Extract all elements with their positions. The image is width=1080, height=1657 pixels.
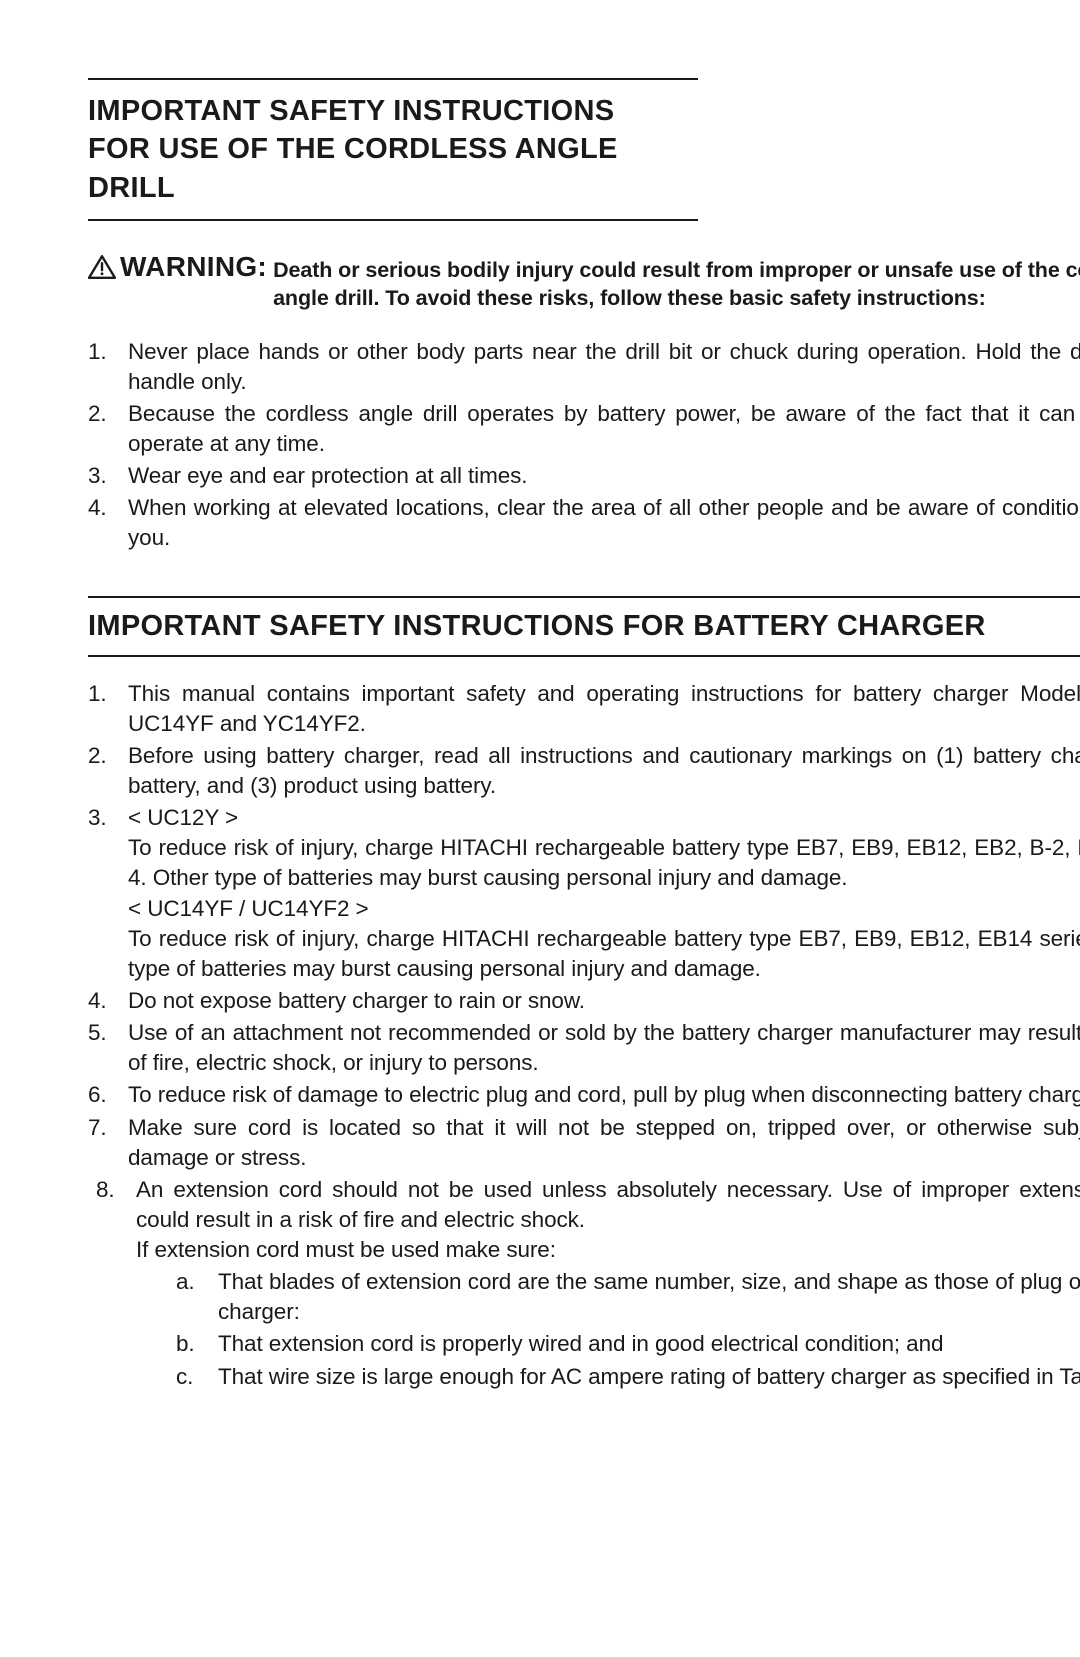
list-item: Make sure cord is located so that it wil… bbox=[88, 1113, 1080, 1173]
item-3-p3: < UC14YF / UC14YF2 > bbox=[128, 894, 1080, 924]
item-8-p1: An extension cord should not be used unl… bbox=[136, 1175, 1080, 1235]
list-item: This manual contains important safety an… bbox=[88, 679, 1080, 739]
sub-list-item: That wire size is large enough for AC am… bbox=[176, 1362, 1080, 1392]
list-item: Do not expose battery charger to rain or… bbox=[88, 986, 1080, 1016]
list-item: Use of an attachment not recommended or … bbox=[88, 1018, 1080, 1078]
sub-list-item: That extension cord is properly wired an… bbox=[176, 1329, 1080, 1359]
section-2-heading: IMPORTANT SAFETY INSTRUCTIONS FOR BATTER… bbox=[88, 598, 1080, 655]
item-8-p2: If extension cord must be used make sure… bbox=[136, 1235, 1080, 1265]
section-1-heading: IMPORTANT SAFETY INSTRUCTIONS FOR USE OF… bbox=[88, 80, 698, 219]
section-1-heading-box: IMPORTANT SAFETY INSTRUCTIONS FOR USE OF… bbox=[88, 78, 698, 221]
warning-block: WARNING: Death or serious bodily injury … bbox=[88, 251, 1080, 313]
list-item: Before using battery charger, read all i… bbox=[88, 741, 1080, 801]
heading-line-1: IMPORTANT SAFETY INSTRUCTIONS bbox=[88, 95, 614, 127]
sub-list-item: That blades of extension cord are the sa… bbox=[176, 1267, 1080, 1327]
list-item: Because the cordless angle drill operate… bbox=[88, 399, 1080, 459]
item-8-sublist: That blades of extension cord are the sa… bbox=[176, 1267, 1080, 1392]
list-item: When working at elevated locations, clea… bbox=[88, 493, 1080, 553]
warning-icon bbox=[88, 255, 116, 279]
list-item: To reduce risk of damage to electric plu… bbox=[88, 1080, 1080, 1110]
warning-label: WARNING: bbox=[120, 251, 267, 283]
item-3-p1: < UC12Y > bbox=[128, 803, 1080, 833]
list-item: Never place hands or other body parts ne… bbox=[88, 337, 1080, 397]
section-1-list: Never place hands or other body parts ne… bbox=[88, 337, 1080, 554]
warning-text: Death or serious bodily injury could res… bbox=[273, 256, 1080, 313]
section-2-list: This manual contains important safety an… bbox=[88, 679, 1080, 1392]
section-2-heading-box: IMPORTANT SAFETY INSTRUCTIONS FOR BATTER… bbox=[88, 596, 1080, 657]
list-item: An extension cord should not be used unl… bbox=[88, 1175, 1080, 1392]
heading-line-2: FOR USE OF THE CORDLESS ANGLE DRILL bbox=[88, 133, 618, 203]
list-item: < UC12Y > To reduce risk of injury, char… bbox=[88, 803, 1080, 984]
list-item: Wear eye and ear protection at all times… bbox=[88, 461, 1080, 491]
item-3-p2: To reduce risk of injury, charge HITACHI… bbox=[128, 833, 1080, 893]
item-3-p4: To reduce risk of injury, charge HITACHI… bbox=[128, 924, 1080, 984]
